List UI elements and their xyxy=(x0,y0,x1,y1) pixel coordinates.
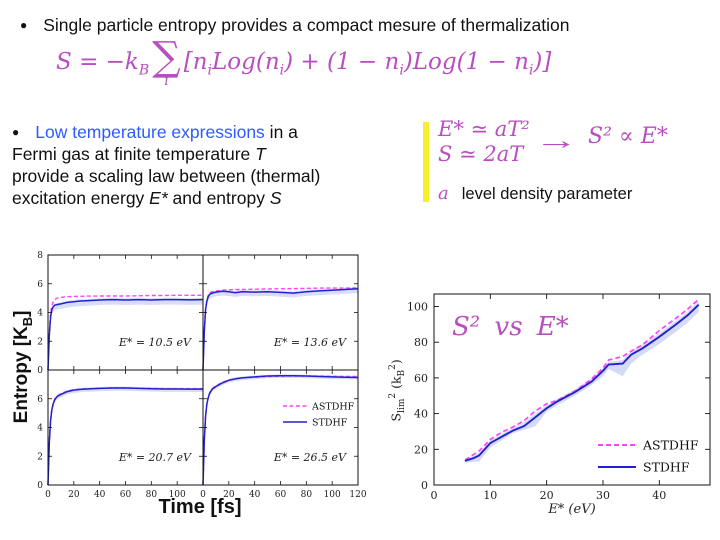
svg-text:0: 0 xyxy=(45,490,51,500)
svg-text:4: 4 xyxy=(37,424,43,434)
svg-text:8: 8 xyxy=(37,251,43,261)
svg-text:10: 10 xyxy=(483,489,497,502)
svg-text:ASTDHF: ASTDHF xyxy=(642,438,699,453)
svg-text:ASTDHF: ASTDHF xyxy=(311,402,355,413)
svg-text:100: 100 xyxy=(324,490,341,500)
svg-text:120: 120 xyxy=(349,490,366,500)
entropy-time-chart: E* = 10.5 eV 0 2 4 6 8 E* = 13.6 eV E* = 20.7 e… xyxy=(0,240,390,540)
bullet-marker: ● xyxy=(20,18,28,32)
svg-text:30: 30 xyxy=(596,489,610,502)
bullet-marker: ● xyxy=(12,125,20,139)
sum-symbol: ∑ i xyxy=(152,34,181,89)
equation-estar: E* ≃ aT² xyxy=(438,117,530,141)
svg-text:20: 20 xyxy=(540,489,554,502)
svg-text:0: 0 xyxy=(37,366,43,376)
entropy-formula: S = −kB ∑ i [niLog(ni) + (1 − ni)Log(1 −… xyxy=(56,34,552,89)
svg-text:STDHF: STDHF xyxy=(643,460,690,475)
svg-text:40: 40 xyxy=(652,489,666,502)
bullet-1: ● Single particle entropy provides a comp… xyxy=(20,15,569,36)
y-axis-label-s2: Slim2 (kB2) xyxy=(388,359,407,422)
svg-text:E* = 26.5 eV: E* = 26.5 eV xyxy=(273,451,347,464)
svg-text:6: 6 xyxy=(37,280,43,290)
svg-text:2: 2 xyxy=(37,337,43,347)
level-density-text: level density parameter xyxy=(461,185,633,203)
svg-text:S² vs E*: S² vs E* xyxy=(452,312,569,342)
equation-entropy: S ≃ 2aT xyxy=(438,142,524,166)
svg-text:100: 100 xyxy=(407,300,428,313)
implies-arrow-icon: → xyxy=(534,125,579,155)
svg-text:100: 100 xyxy=(169,490,186,500)
s2-vs-estar-chart: 0 10 20 30 40 0 20 40 60 80 100 S² vs E* E* (eV) ASTD… xyxy=(390,255,720,540)
bullet-1-text: Single particle entropy provides a compa… xyxy=(43,15,570,35)
svg-text:0: 0 xyxy=(421,479,428,492)
svg-text:E* = 20.7 eV: E* = 20.7 eV xyxy=(118,451,192,464)
formula-lhs: S = −kB xyxy=(56,49,150,79)
bullet-2-line-1: ● Low temperature expressions in a xyxy=(12,122,298,142)
svg-text:E* (eV): E* (eV) xyxy=(547,502,595,517)
svg-text:0: 0 xyxy=(431,489,438,502)
low-temperature-highlight: Low temperature expressions xyxy=(35,122,265,142)
bullet-2-line-3: provide a scaling law between (thermal) xyxy=(12,166,321,186)
svg-text:E* = 13.6 eV: E* = 13.6 eV xyxy=(273,336,347,349)
svg-text:E* = 10.5 eV: E* = 10.5 eV xyxy=(118,336,192,349)
yellow-bar xyxy=(423,122,429,202)
svg-text:40: 40 xyxy=(414,408,428,421)
entropy-time-plot: E* = 10.5 eV 0 2 4 6 8 E* = 13.6 eV E* = 20.7 e… xyxy=(37,251,367,500)
y-axis-label-entropy: Entropy [KB] xyxy=(11,310,35,424)
svg-text:0: 0 xyxy=(37,481,43,491)
svg-text:80: 80 xyxy=(414,336,428,349)
formula-rhs: [niLog(ni) + (1 − ni)Log(1 − ni)] xyxy=(183,49,552,79)
svg-text:0: 0 xyxy=(200,490,206,500)
svg-text:80: 80 xyxy=(301,490,313,500)
level-density-note: a level density parameter xyxy=(438,183,632,204)
s2-vs-estar-plot: 0 10 20 30 40 0 20 40 60 80 100 S² vs E* E* (eV) ASTD… xyxy=(407,293,711,517)
svg-text:40: 40 xyxy=(94,490,106,500)
svg-text:4: 4 xyxy=(37,309,43,319)
svg-text:60: 60 xyxy=(414,372,428,385)
scaling-equations: E* ≃ aT² S ≃ 2aT xyxy=(438,117,530,167)
svg-text:20: 20 xyxy=(223,490,235,500)
svg-text:STDHF: STDHF xyxy=(312,418,348,429)
bullet-2-line-2: Fermi gas at finite temperature T xyxy=(12,144,266,164)
level-density-symbol: a xyxy=(438,183,449,204)
x-axis-label-time: Time [fs] xyxy=(158,496,242,518)
bullet-2-line-4: excitation energy E* and entropy S xyxy=(12,188,282,208)
svg-text:80: 80 xyxy=(146,490,158,500)
svg-text:60: 60 xyxy=(275,490,287,500)
svg-text:20: 20 xyxy=(414,443,428,456)
svg-text:40: 40 xyxy=(249,490,261,500)
svg-text:6: 6 xyxy=(37,395,43,405)
svg-text:60: 60 xyxy=(120,490,132,500)
bullet-2: ● Low temperature expressions in a Fermi … xyxy=(12,121,422,209)
proportionality-result: S² ∝ E* xyxy=(588,124,668,149)
svg-text:20: 20 xyxy=(68,490,80,500)
svg-text:2: 2 xyxy=(37,452,43,462)
